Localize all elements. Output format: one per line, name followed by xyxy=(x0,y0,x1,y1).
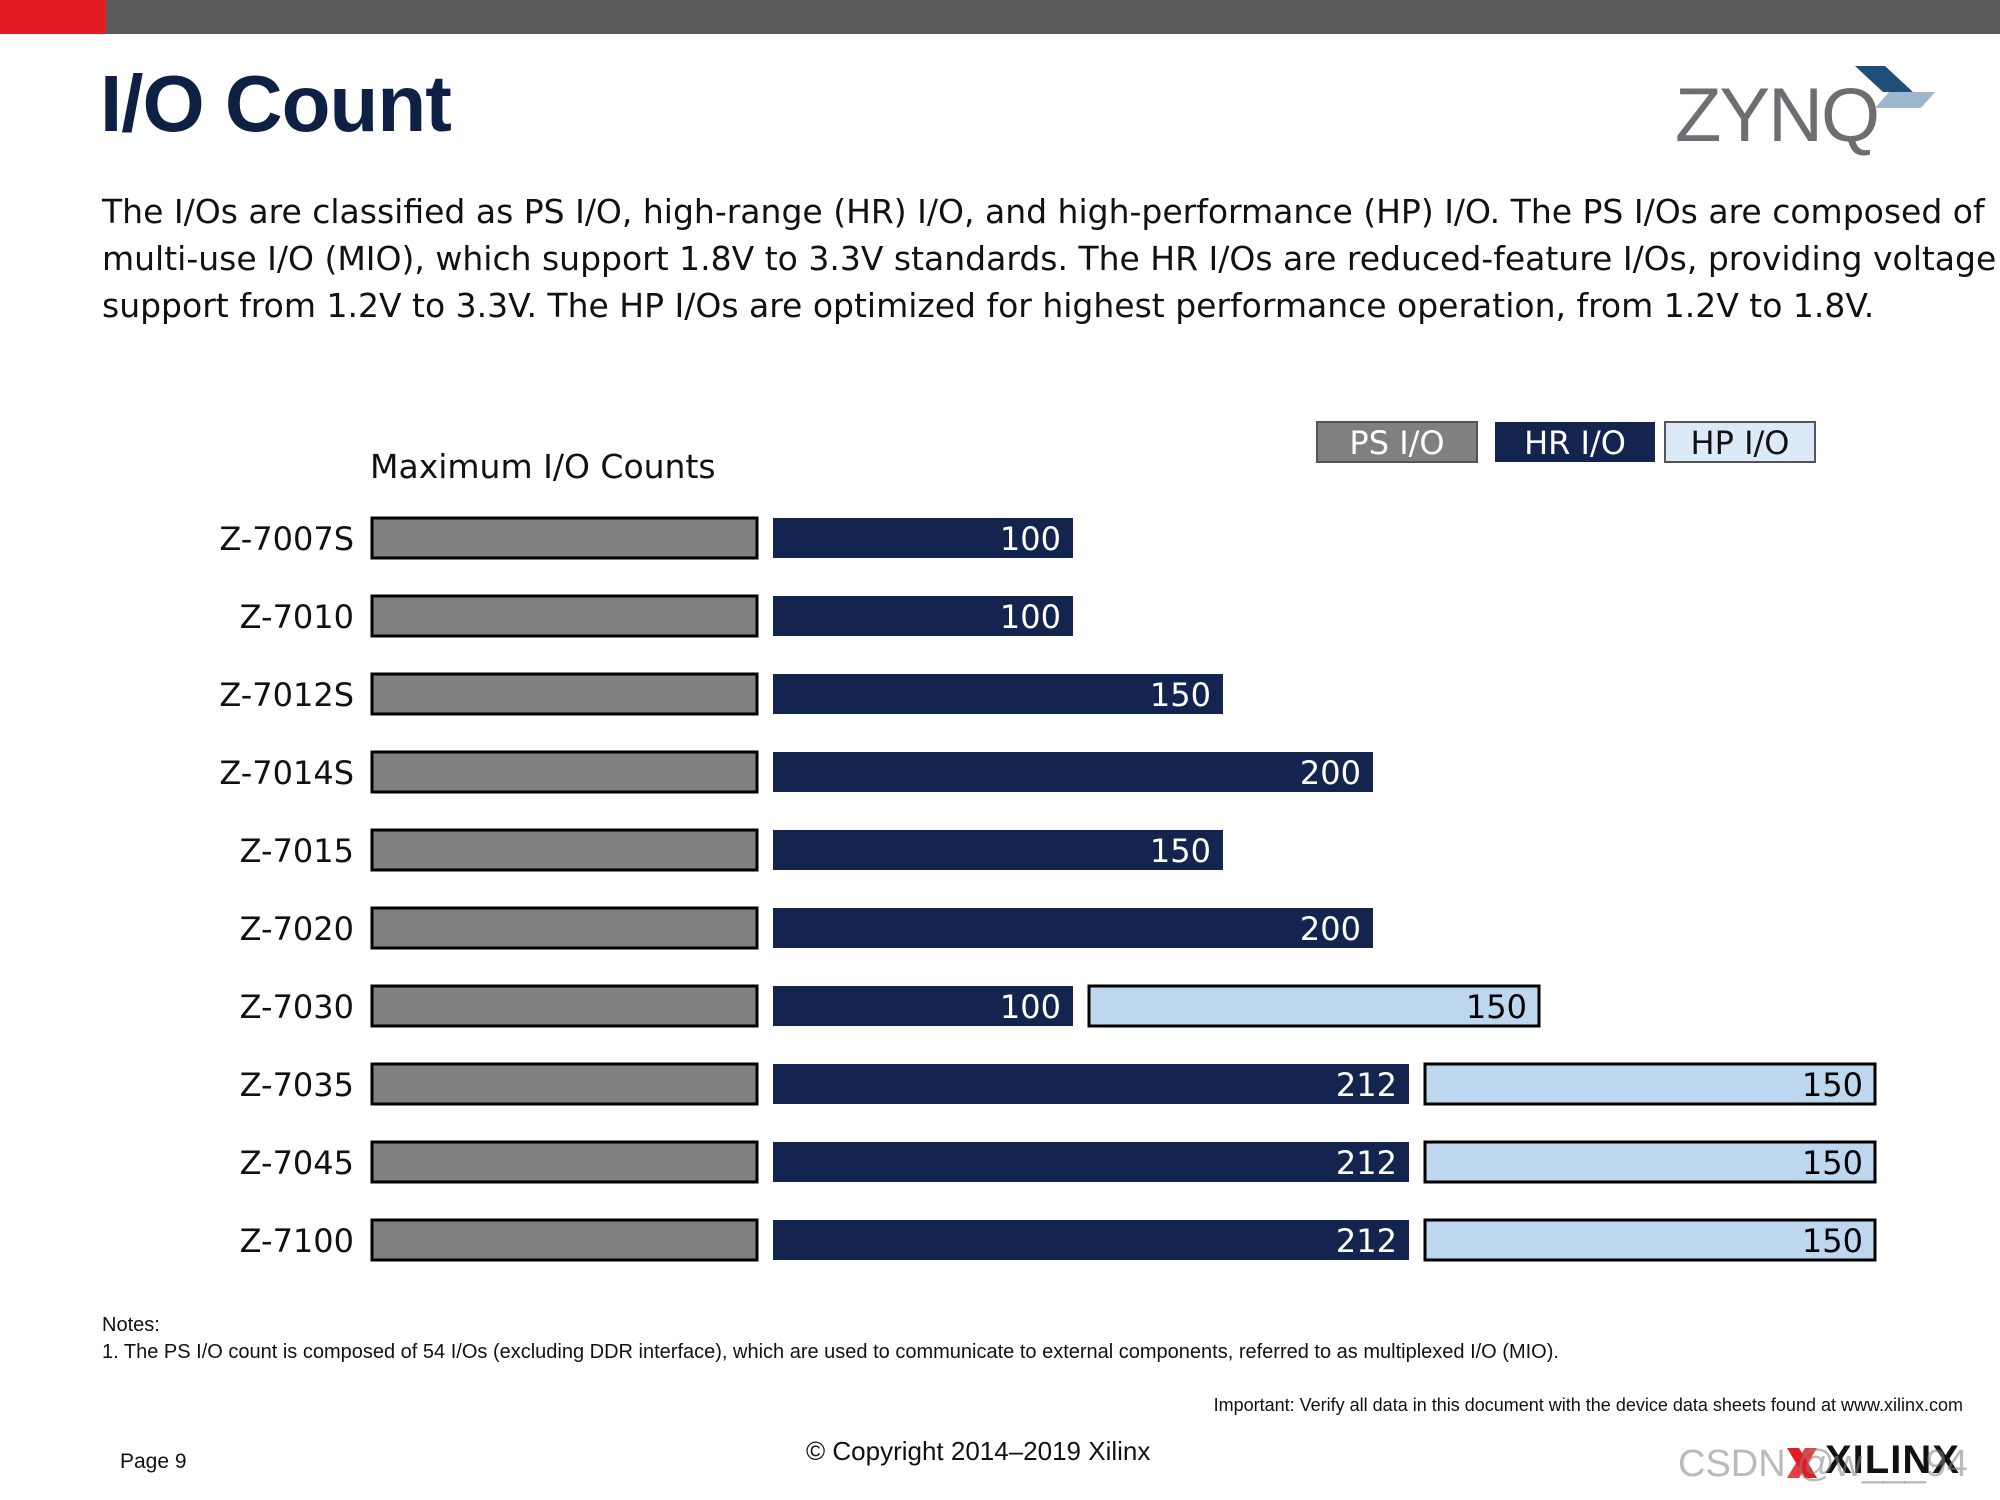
bar-ps-i-o-z-7030 xyxy=(370,984,759,1028)
bar-hp-i-o-z-7035 xyxy=(1423,1062,1877,1106)
zynq-logo-text: ZYNQ xyxy=(1675,73,1880,158)
bar-ps-i-o-z-7045 xyxy=(370,1140,759,1184)
bar-hp-i-o-z-7100 xyxy=(1423,1218,1877,1262)
data-label: 212 xyxy=(1336,1222,1397,1260)
xilinx-logo-text: XILINX xyxy=(1825,1438,1960,1482)
top-bar xyxy=(0,0,2000,34)
bar-ps-i-o-z-7035 xyxy=(370,1062,759,1106)
chart-plot-area: Z-7007S 100 Z-7010 100 Z-7012S 150 Z-7014S 200 Z… xyxy=(219,516,1877,1262)
bar-ps-i-o-z-7100 xyxy=(370,1218,759,1262)
legend-swatch-hp-i-o xyxy=(1664,421,1816,463)
data-label: 100 xyxy=(1000,988,1061,1026)
bar-hp-i-o-z-7045 xyxy=(1423,1140,1877,1184)
bar-ps-i-o-z-7015 xyxy=(370,828,759,872)
bar-hr-i-o-z-7014s xyxy=(773,752,1373,792)
page-number: Page 9 xyxy=(120,1450,187,1473)
bar-hp-i-o-z-7030 xyxy=(1087,984,1541,1028)
bar-hr-i-o-z-7035 xyxy=(773,1064,1409,1104)
bar-ps-i-o-z-7012s xyxy=(370,672,759,716)
bar-hr-i-o-z-7015 xyxy=(773,830,1223,870)
data-label: 150 xyxy=(1150,832,1211,870)
category-label: Z-7012S xyxy=(219,676,354,714)
bar-hr-i-o-z-7020 xyxy=(773,908,1373,948)
data-label: 150 xyxy=(1466,988,1527,1026)
important-notice: Important: Verify all data in this docum… xyxy=(1213,1395,1963,1415)
data-label: 200 xyxy=(1300,754,1361,792)
data-label: 200 xyxy=(1300,910,1361,948)
bar-hr-i-o-z-7010 xyxy=(773,596,1073,636)
bar-ps-i-o-z-7010 xyxy=(370,594,759,638)
category-label: Z-7100 xyxy=(240,1222,354,1260)
bar-hr-i-o-z-7012s xyxy=(773,674,1223,714)
category-label: Z-7007S xyxy=(219,520,354,558)
legend-swatch-hr-i-o xyxy=(1495,422,1655,462)
intro-line: multi-use I/O (MIO), which support 1.8V … xyxy=(102,239,1997,278)
legend-label: HR I/O xyxy=(1524,424,1626,462)
data-label: 100 xyxy=(1000,520,1061,558)
top-bar-accent xyxy=(0,0,106,34)
footer-notes: Notes: 1. The PS I/O count is composed o… xyxy=(102,1312,1559,1366)
intro-paragraph: The I/Os are classified as PS I/O, high-… xyxy=(102,188,1997,329)
chart-legend: PS I/O HR I/O HP I/O xyxy=(1316,421,1816,463)
chart-title: Maximum I/O Counts xyxy=(370,447,716,486)
category-label: Z-7010 xyxy=(240,598,354,636)
category-label: Z-7045 xyxy=(240,1144,354,1182)
legend-label: HP I/O xyxy=(1691,424,1790,462)
io-count-chart: Maximum I/O Counts PS I/O HR I/O HP I/O Z-… xyxy=(219,421,1877,1262)
bar-ps-i-o-z-7007s xyxy=(370,516,759,560)
bar-hr-i-o-z-7007s xyxy=(773,518,1073,558)
data-label: 150 xyxy=(1802,1144,1863,1182)
bar-hr-i-o-z-7030 xyxy=(773,986,1073,1026)
data-label: 150 xyxy=(1802,1066,1863,1104)
copyright-text: © Copyright 2014–2019 Xilinx xyxy=(806,1436,1151,1466)
zynq-logo: ZYNQ xyxy=(1675,60,1935,158)
xilinx-logo-icon xyxy=(1787,1448,1817,1478)
bar-ps-i-o-z-7014s xyxy=(370,750,759,794)
bar-ps-i-o-z-7020 xyxy=(370,906,759,950)
category-label: Z-7030 xyxy=(240,988,354,1026)
category-label: Z-7035 xyxy=(240,1066,354,1104)
zynq-chevron-icon xyxy=(1855,66,1935,108)
notes-heading: Notes: xyxy=(102,1314,160,1336)
data-label: 212 xyxy=(1336,1144,1397,1182)
watermark: CSDN @w___94 xyxy=(1678,1443,1968,1485)
note-item: 1. The PS I/O count is composed of 54 I/… xyxy=(102,1341,1559,1363)
category-label: Z-7014S xyxy=(219,754,354,792)
category-label: Z-7015 xyxy=(240,832,354,870)
bar-hr-i-o-z-7045 xyxy=(773,1142,1409,1182)
data-label: 150 xyxy=(1802,1222,1863,1260)
legend-swatch-ps-i-o xyxy=(1316,421,1478,463)
category-label: Z-7020 xyxy=(240,910,354,948)
data-label: 212 xyxy=(1336,1066,1397,1104)
bar-hr-i-o-z-7100 xyxy=(773,1220,1409,1260)
data-label: 100 xyxy=(1000,598,1061,636)
intro-line: The I/Os are classified as PS I/O, high-… xyxy=(102,192,1985,231)
data-label: 150 xyxy=(1150,676,1211,714)
slide-title: I/O Count xyxy=(100,59,452,148)
intro-line: support from 1.2V to 3.3V. The HP I/Os a… xyxy=(102,286,1875,325)
legend-label: PS I/O xyxy=(1349,424,1444,462)
